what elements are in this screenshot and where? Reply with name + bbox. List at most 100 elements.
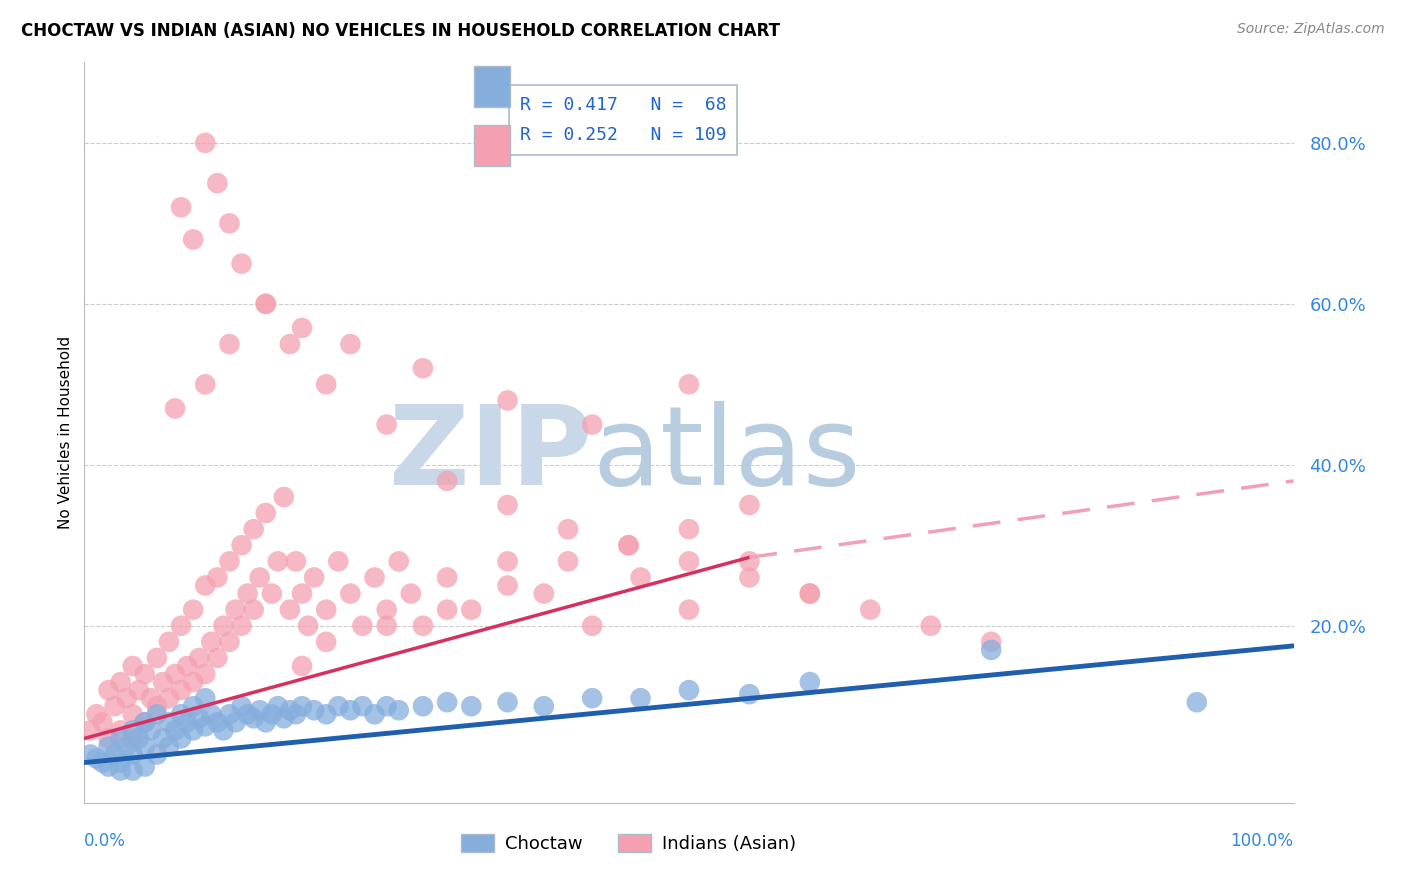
Point [412,361,434,376]
Point [170,200,193,214]
Point [97,739,120,754]
Point [146,707,169,722]
Point [194,691,217,706]
Point [617,538,640,552]
Point [110,756,132,770]
Point [267,699,290,714]
Text: 0.0%: 0.0% [84,832,127,850]
Point [146,651,169,665]
Point [231,619,253,633]
Point [146,699,169,714]
Point [260,707,283,722]
Point [194,578,217,592]
Point [212,723,235,738]
Point [254,297,277,311]
Point [678,522,700,536]
Point [188,711,211,725]
Point [339,337,361,351]
Point [152,675,174,690]
Point [165,401,187,416]
Point [231,699,253,714]
Point [79,747,101,762]
Point [617,538,640,552]
Point [194,719,217,733]
Point [225,715,247,730]
Point [738,498,761,512]
Point [375,417,398,432]
Point [273,711,295,725]
Point [104,699,127,714]
Point [165,723,187,738]
Point [181,232,204,246]
Point [194,136,217,150]
Point [260,586,283,600]
Point [533,699,555,714]
Point [86,707,108,722]
Text: atlas: atlas [592,401,860,508]
Point [165,667,187,681]
Point [315,635,337,649]
Point [218,707,240,722]
Point [231,257,253,271]
Point [91,756,114,770]
Point [799,586,821,600]
Point [207,651,229,665]
Point [231,538,253,552]
Point [557,522,579,536]
Point [115,739,138,754]
Point [176,659,198,673]
Point [460,699,482,714]
Point [436,474,458,488]
Point [315,707,337,722]
Y-axis label: No Vehicles in Household: No Vehicles in Household [58,336,73,529]
Point [412,619,434,633]
Point [91,715,114,730]
Point [188,651,211,665]
Point [581,417,603,432]
Point [97,683,120,698]
Point [157,691,180,706]
Point [799,675,821,690]
Point [1185,695,1208,709]
Point [278,602,301,616]
Point [110,723,132,738]
Point [121,723,143,738]
Point [157,739,180,754]
Point [249,570,271,584]
Point [412,699,434,714]
Point [181,602,204,616]
Point [170,707,193,722]
Point [194,377,217,392]
Point [678,683,700,698]
Text: CHOCTAW VS INDIAN (ASIAN) NO VEHICLES IN HOUSEHOLD CORRELATION CHART: CHOCTAW VS INDIAN (ASIAN) NO VEHICLES IN… [21,22,780,40]
Text: Source: ZipAtlas.com: Source: ZipAtlas.com [1237,22,1385,37]
Point [291,699,314,714]
Legend: Choctaw, Indians (Asian): Choctaw, Indians (Asian) [454,827,803,861]
Point [128,683,150,698]
Point [170,619,193,633]
Point [134,715,156,730]
Point [375,602,398,616]
Point [980,635,1002,649]
Point [254,506,277,520]
Point [630,691,652,706]
Point [328,554,350,568]
Point [284,707,308,722]
Point [291,586,314,600]
Point [79,723,101,738]
Point [121,659,143,673]
Point [388,703,411,717]
Point [242,522,264,536]
Point [980,643,1002,657]
Point [859,602,882,616]
Point [207,715,229,730]
Point [581,619,603,633]
FancyBboxPatch shape [474,126,510,166]
Point [328,699,350,714]
Point [207,570,229,584]
Point [388,554,411,568]
Point [242,711,264,725]
Point [194,667,217,681]
Point [496,554,519,568]
Point [97,759,120,773]
